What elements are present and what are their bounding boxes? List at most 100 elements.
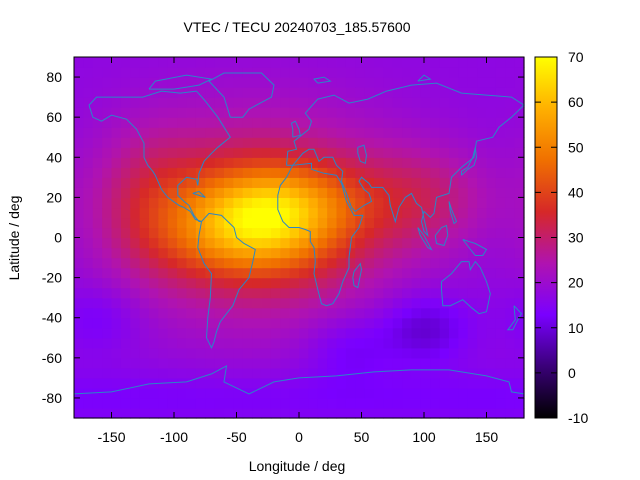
heatmap-cell — [242, 57, 253, 68]
heatmap-cell — [495, 197, 506, 209]
heatmap-cell — [411, 347, 422, 359]
heatmap-cell — [158, 357, 169, 369]
heatmap-cell — [495, 277, 506, 289]
heatmap-cell — [261, 387, 272, 399]
heatmap-cell — [205, 147, 216, 158]
heatmap-cell — [449, 227, 459, 239]
heatmap-cell — [233, 227, 244, 239]
heatmap-cell — [439, 77, 450, 88]
heatmap-cell — [420, 297, 431, 309]
heatmap-cell — [411, 217, 422, 229]
heatmap-cell — [411, 177, 422, 188]
heatmap-cell — [186, 287, 197, 299]
heatmap-cell — [111, 267, 122, 279]
heatmap-cell — [186, 327, 197, 339]
colorbar-tick-label: 20 — [568, 275, 584, 291]
heatmap-cell — [177, 387, 188, 399]
heatmap-cell — [224, 387, 234, 399]
heatmap-cell — [74, 107, 84, 118]
heatmap-cell — [327, 77, 338, 88]
heatmap-cell — [467, 67, 478, 78]
heatmap-cell — [289, 347, 300, 359]
heatmap-cell — [374, 347, 384, 359]
heatmap-cell — [430, 177, 441, 188]
heatmap-cell — [149, 407, 159, 419]
heatmap-cell — [458, 407, 469, 419]
heatmap-cell — [355, 157, 366, 168]
heatmap-cell — [130, 197, 141, 209]
heatmap-cell — [402, 317, 413, 329]
heatmap-cell — [336, 247, 347, 259]
heatmap-cell — [102, 277, 113, 289]
heatmap-cell — [149, 257, 159, 269]
heatmap-cell — [139, 207, 150, 219]
heatmap-cell — [130, 107, 141, 118]
heatmap-cell — [289, 67, 300, 78]
heatmap-cell — [252, 267, 263, 279]
heatmap-cell — [205, 87, 216, 98]
heatmap-cell — [111, 217, 122, 229]
heatmap-cell — [130, 157, 141, 168]
heatmap-cell — [233, 397, 244, 409]
heatmap-cell — [270, 347, 281, 359]
heatmap-cell — [299, 387, 309, 399]
x-tick-label: 0 — [295, 429, 303, 445]
heatmap-cell — [355, 317, 366, 329]
heatmap-cell — [233, 237, 244, 249]
heatmap-cell — [270, 177, 281, 188]
heatmap-cell — [195, 367, 206, 379]
colorbar-tick-label: 10 — [568, 320, 584, 336]
heatmap-cell — [167, 187, 178, 198]
heatmap-cell — [130, 327, 141, 339]
heatmap-cell — [392, 387, 403, 399]
heatmap-cell — [280, 387, 291, 399]
heatmap-cell — [242, 107, 253, 118]
heatmap-cell — [177, 297, 188, 309]
heatmap-cell — [327, 267, 338, 279]
heatmap-cell — [411, 67, 422, 78]
heatmap-cell — [139, 147, 150, 158]
heatmap-cell — [420, 347, 431, 359]
heatmap-cell — [374, 267, 384, 279]
heatmap-cell — [224, 277, 234, 289]
heatmap-cell — [374, 237, 384, 249]
heatmap-cell — [467, 57, 478, 68]
heatmap-cell — [477, 117, 488, 128]
heatmap-cell — [102, 97, 113, 108]
heatmap-cell — [411, 57, 422, 68]
heatmap-cell — [177, 237, 188, 249]
heatmap-cell — [495, 187, 506, 198]
heatmap-cell — [495, 397, 506, 409]
heatmap-cell — [177, 77, 188, 88]
heatmap-cell — [195, 147, 206, 158]
heatmap-cell — [195, 67, 206, 78]
heatmap-cell — [120, 387, 131, 399]
heatmap-cell — [186, 197, 197, 209]
heatmap-cell — [505, 117, 516, 128]
heatmap-cell — [270, 237, 281, 249]
heatmap-cell — [224, 397, 234, 409]
heatmap-cell — [242, 217, 253, 229]
heatmap-cell — [120, 77, 131, 88]
heatmap-cell — [289, 207, 300, 219]
heatmap-cell — [505, 247, 516, 259]
heatmap-cell — [83, 287, 94, 299]
heatmap-cell — [111, 367, 122, 379]
heatmap-cell — [308, 327, 319, 339]
heatmap-cell — [345, 217, 356, 229]
heatmap-cell — [195, 87, 206, 98]
heatmap-cell — [233, 277, 244, 289]
heatmap-cell — [467, 217, 478, 229]
heatmap-cell — [505, 277, 516, 289]
heatmap-cell — [74, 247, 84, 259]
heatmap-cell — [195, 157, 206, 168]
heatmap-cell — [92, 367, 103, 379]
heatmap-cell — [102, 167, 113, 178]
heatmap-cell — [261, 167, 272, 178]
heatmap-cell — [186, 57, 197, 68]
heatmap-cell — [449, 127, 459, 138]
heatmap-cell — [252, 187, 263, 198]
heatmap-cell — [214, 247, 225, 259]
heatmap-cell — [130, 137, 141, 148]
heatmap-cell — [252, 337, 263, 349]
